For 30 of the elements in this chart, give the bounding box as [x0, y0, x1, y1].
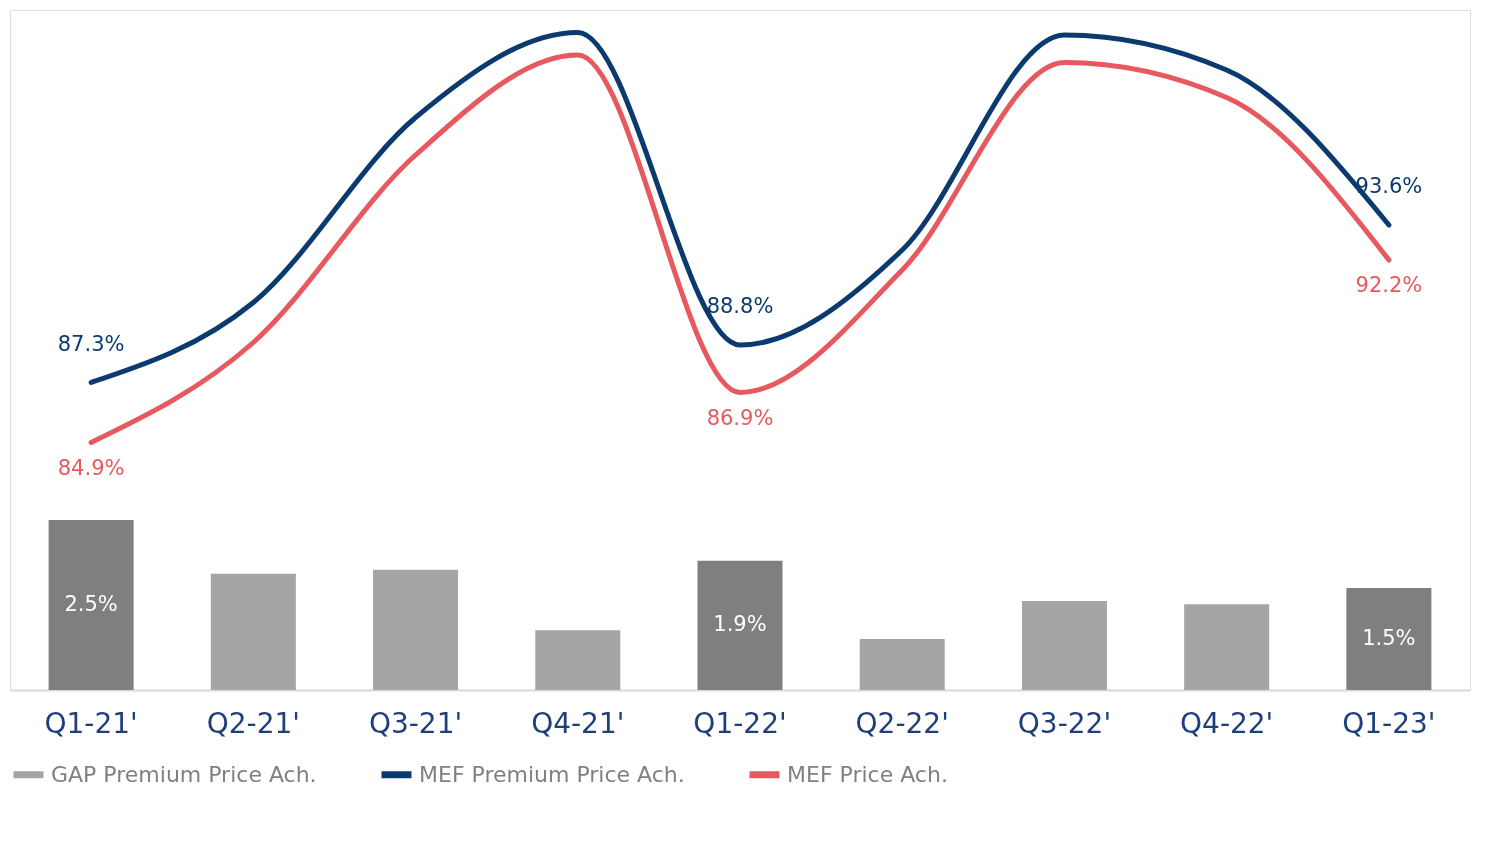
- x-tick-label: Q3-22': [1017, 706, 1112, 740]
- bar: [1021, 600, 1107, 690]
- data-label: 1.9%: [713, 612, 767, 637]
- data-label: 88.8%: [706, 294, 774, 318]
- legend-label: MEF Price Ach.: [787, 761, 948, 787]
- data-label: 2.5%: [64, 592, 118, 616]
- data-label: 84.9%: [57, 455, 125, 480]
- data-label: 1.5%: [1362, 626, 1416, 650]
- x-tick-label: Q1-23': [1342, 706, 1436, 740]
- bar: [48, 520, 134, 690]
- bar: [210, 573, 296, 690]
- bar: [535, 630, 621, 690]
- data-label: 86.9%: [706, 405, 774, 430]
- bar: [697, 560, 783, 690]
- x-tick-label: Q1-22': [693, 706, 787, 740]
- x-tick-label: Q2-21': [206, 706, 300, 740]
- x-tick-label: Q4-21': [531, 706, 625, 740]
- data-label: 92.2%: [1355, 273, 1423, 297]
- bar: [1184, 604, 1270, 690]
- data-label: 87.3%: [57, 331, 125, 356]
- legend-label: MEF Premium Price Ach.: [419, 761, 685, 787]
- bar: [859, 639, 945, 690]
- x-tick-label: Q1-21': [44, 706, 138, 740]
- x-tick-label: Q4-22': [1180, 706, 1274, 740]
- data-label: 93.6%: [1355, 174, 1423, 198]
- legend-label: GAP Premium Price Ach.: [51, 761, 317, 787]
- bar: [1346, 588, 1432, 690]
- x-tick-label: Q2-22': [855, 706, 949, 740]
- bar: [373, 569, 459, 690]
- x-tick-label: Q3-21': [368, 706, 463, 740]
